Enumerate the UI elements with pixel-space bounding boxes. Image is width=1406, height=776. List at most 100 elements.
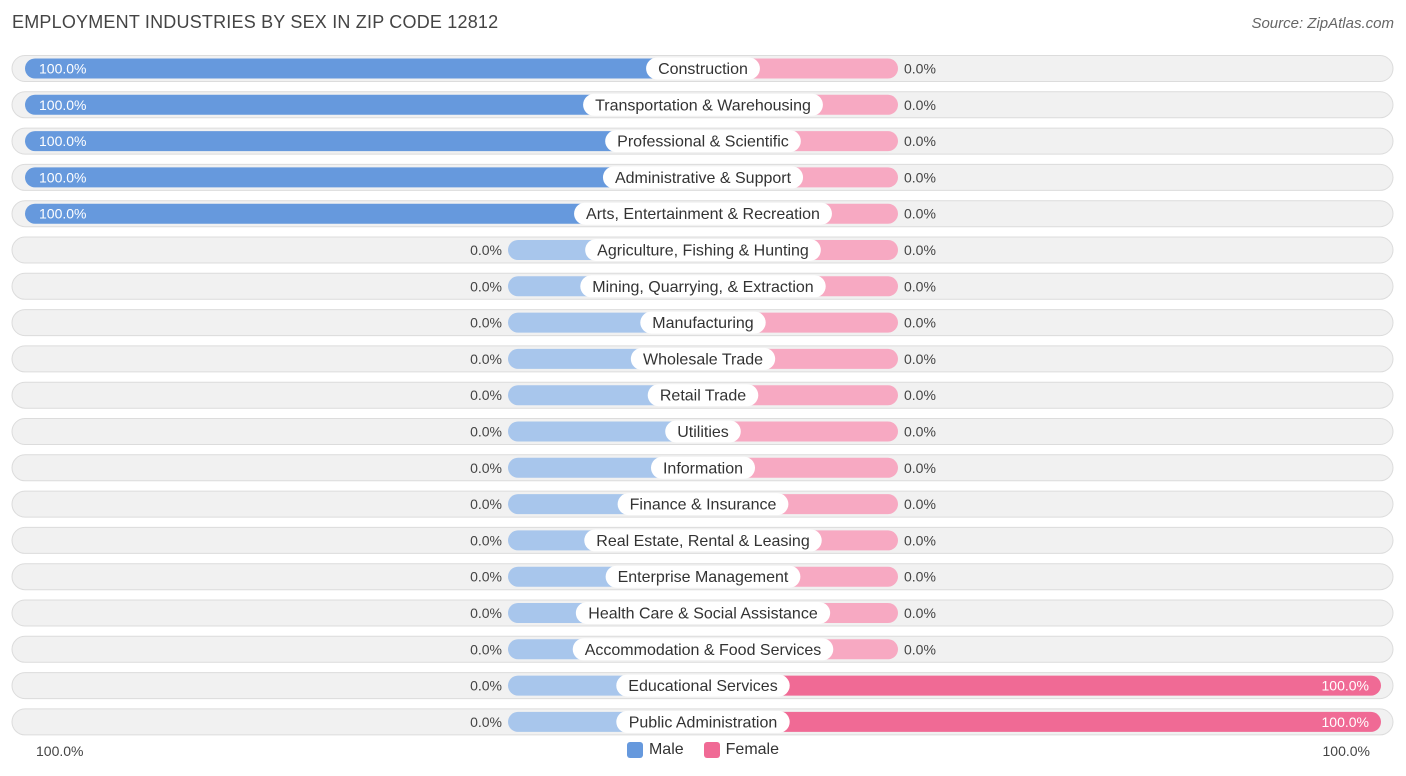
category-pill: [580, 275, 826, 298]
male-value-label: 0.0%: [470, 315, 502, 331]
male-value-label: 0.0%: [470, 714, 502, 730]
category-label: Finance & Insurance: [630, 497, 777, 514]
table-row[interactable]: 0.0% 0.0% Enterprise Management: [11, 563, 1394, 591]
table-row[interactable]: 0.0% 100.0% Public Administration: [11, 708, 1394, 736]
male-value-label: 100.0%: [39, 97, 86, 113]
category-label: Educational Services: [628, 678, 777, 695]
male-value-label: 100.0%: [39, 133, 86, 149]
female-value-label: 100.0%: [1322, 678, 1369, 694]
female-value-label: 0.0%: [904, 532, 936, 548]
table-row[interactable]: 0.0% 0.0% Real Estate, Rental & Leasing: [11, 526, 1394, 554]
male-value-label: 0.0%: [470, 678, 502, 694]
table-row[interactable]: 100.0% 0.0% Transportation & Warehousing: [11, 91, 1394, 119]
category-label: Information: [663, 460, 743, 477]
male-value-label: 0.0%: [470, 278, 502, 294]
table-row[interactable]: 0.0% 0.0% Information: [11, 454, 1394, 482]
table-row[interactable]: 0.0% 0.0% Wholesale Trade: [11, 345, 1394, 373]
table-row[interactable]: 0.0% 0.0% Retail Trade: [11, 381, 1394, 409]
category-pill: [617, 493, 789, 516]
female-value-label: 0.0%: [904, 169, 936, 185]
category-pill: [584, 529, 822, 552]
category-label: Wholesale Trade: [643, 351, 763, 368]
bar-chart: 100.0% 0.0% Construction 100.0% 0.0% Transpor…: [11, 55, 1394, 736]
male-bar: [25, 203, 703, 224]
table-row[interactable]: 100.0% 0.0% Arts, Entertainment & Recreati…: [11, 200, 1394, 228]
category-pill: [616, 674, 790, 697]
category-label: Health Care & Social Assistance: [588, 606, 818, 623]
legend-label-female: Female: [725, 741, 780, 758]
female-value-label: 0.0%: [904, 351, 936, 367]
female-value-label: 0.0%: [904, 641, 936, 657]
table-row[interactable]: 100.0% 0.0% Construction: [11, 55, 1394, 82]
category-pill: [575, 602, 831, 624]
source-label: Source: ZipAtlas.com: [1251, 15, 1394, 32]
category-label: Manufacturing: [652, 315, 753, 332]
female-value-label: 0.0%: [904, 278, 936, 294]
female-value-label: 0.0%: [904, 605, 936, 621]
male-value-label: 0.0%: [470, 605, 502, 621]
legend-label-male: Male: [648, 741, 684, 758]
table-row[interactable]: 0.0% 0.0% Manufacturing: [11, 309, 1394, 337]
table-row[interactable]: 100.0% 0.0% Professional & Scientific: [11, 127, 1394, 155]
male-bar: [25, 58, 703, 79]
male-bar: [25, 167, 703, 188]
female-value-label: 0.0%: [904, 460, 936, 476]
chart-title: EMPLOYMENT INDUSTRIES BY SEX IN ZIP CODE…: [12, 12, 499, 32]
male-value-label: 0.0%: [470, 532, 502, 548]
female-value-label: 0.0%: [904, 387, 936, 403]
legend-swatch-female: [703, 742, 720, 758]
male-bar: [25, 94, 703, 115]
female-value-label: 0.0%: [904, 569, 936, 585]
category-pill: [572, 638, 834, 661]
male-value-label: 0.0%: [470, 496, 502, 512]
axis-left-label: 100.0%: [36, 743, 84, 759]
axis-right-label: 100.0%: [1322, 743, 1370, 759]
table-row[interactable]: 100.0% 0.0% Administrative & Support: [11, 163, 1394, 191]
female-value-label: 0.0%: [904, 496, 936, 512]
category-pill: [630, 347, 776, 370]
category-pill: [616, 710, 790, 733]
table-row[interactable]: 0.0% 100.0% Educational Services: [11, 672, 1394, 700]
category-label: Agriculture, Fishing & Hunting: [597, 243, 809, 260]
male-bar: [25, 131, 703, 152]
category-label: Real Estate, Rental & Leasing: [596, 533, 809, 550]
table-row[interactable]: 0.0% 0.0% Health Care & Social Assistance: [11, 599, 1394, 627]
female-value-label: 100.0%: [1322, 714, 1369, 730]
category-pill: [665, 420, 741, 443]
male-value-label: 100.0%: [39, 206, 86, 222]
category-label: Mining, Quarrying, & Extraction: [592, 279, 813, 296]
category-label: Utilities: [677, 424, 729, 441]
male-value-label: 0.0%: [470, 387, 502, 403]
category-label: Transportation & Warehousing: [595, 97, 811, 114]
female-value-label: 0.0%: [904, 206, 936, 222]
category-label: Accommodation & Food Services: [585, 642, 822, 659]
female-bar: [703, 675, 1381, 696]
male-value-label: 100.0%: [39, 169, 86, 185]
male-value-label: 0.0%: [470, 242, 502, 258]
table-row[interactable]: 0.0% 0.0% Utilities: [11, 418, 1394, 445]
category-label: Professional & Scientific: [617, 134, 789, 151]
table-row[interactable]: 0.0% 0.0% Mining, Quarrying, & Extraction: [11, 272, 1394, 300]
category-pill: [650, 456, 756, 479]
female-value-label: 0.0%: [904, 242, 936, 258]
male-bar: [508, 421, 703, 442]
category-pill: [646, 57, 760, 80]
category-label: Arts, Entertainment & Recreation: [586, 206, 820, 223]
table-row[interactable]: 0.0% 0.0% Agriculture, Fishing & Hunting: [11, 236, 1394, 264]
male-value-label: 0.0%: [470, 641, 502, 657]
table-row[interactable]: 0.0% 0.0% Accommodation & Food Services: [11, 635, 1394, 663]
female-bar: [703, 711, 1381, 732]
category-pill: [647, 384, 759, 407]
table-row[interactable]: 0.0% 0.0% Finance & Insurance: [11, 490, 1394, 518]
legend: Male Female: [0, 741, 1406, 759]
male-value-label: 0.0%: [470, 460, 502, 476]
female-value-label: 0.0%: [904, 97, 936, 113]
legend-item-female[interactable]: Female: [703, 741, 780, 759]
male-value-label: 0.0%: [470, 424, 502, 440]
category-pill: [640, 311, 766, 334]
legend-item-male[interactable]: Male: [626, 741, 684, 759]
category-pill: [605, 130, 801, 153]
female-value-label: 0.0%: [904, 61, 936, 77]
female-bar: [703, 421, 898, 442]
male-value-label: 0.0%: [470, 351, 502, 367]
